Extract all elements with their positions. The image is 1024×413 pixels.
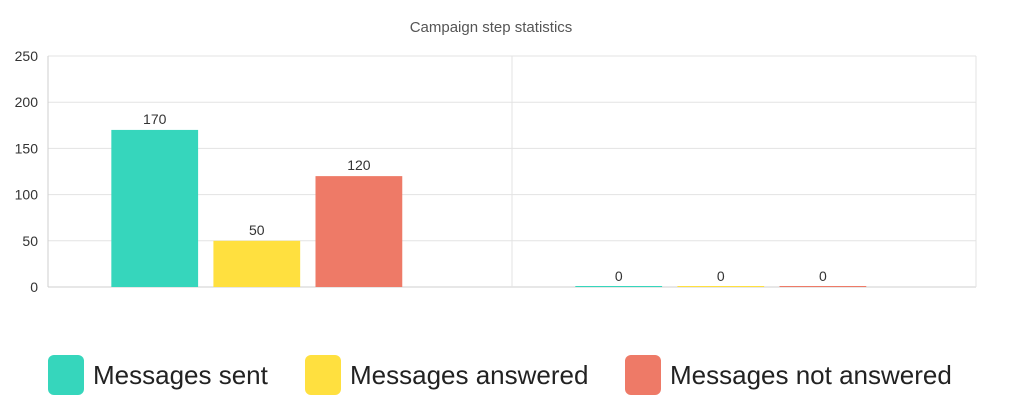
legend-swatch — [305, 355, 341, 395]
legend-label: Messages not answered — [670, 359, 952, 390]
bars — [111, 129, 867, 287]
y-axis: 0 50 100 150 200 250 — [15, 48, 39, 295]
y-tick-label: 250 — [15, 48, 39, 64]
data-label: 0 — [819, 268, 827, 284]
bar-messages-answered — [213, 240, 301, 287]
legend-swatch — [625, 355, 661, 395]
data-label: 120 — [347, 157, 371, 173]
bar-messages-not-answered — [315, 176, 403, 287]
legend: Messages sent Messages answered Messages… — [0, 350, 1024, 400]
legend-item-messages-not-answered[interactable]: Messages not answered — [625, 353, 952, 397]
legend-swatch — [48, 355, 84, 395]
legend-item-messages-sent[interactable]: Messages sent — [48, 353, 268, 397]
y-tick-label: 100 — [15, 187, 39, 203]
bar-messages-sent — [575, 286, 663, 287]
y-tick-label: 200 — [15, 94, 39, 110]
bar-messages-answered — [677, 286, 765, 287]
legend-label: Messages answered — [350, 359, 589, 390]
y-tick-label: 50 — [22, 233, 38, 249]
y-tick-label: 150 — [15, 140, 39, 156]
chart-title: Campaign step statistics — [410, 19, 573, 36]
data-label: 0 — [615, 268, 623, 284]
data-label: 170 — [143, 111, 167, 127]
legend-item-messages-answered[interactable]: Messages answered — [305, 353, 588, 397]
bar-messages-sent — [111, 129, 199, 287]
legend-label: Messages sent — [93, 359, 268, 390]
data-label: 50 — [249, 222, 265, 238]
bar-chart: Campaign step statistics 0 50 100 150 200 250… — [15, 19, 977, 295]
data-label: 0 — [717, 268, 725, 284]
y-tick-label: 0 — [30, 279, 38, 295]
bar-messages-not-answered — [779, 286, 867, 287]
data-labels: 170 50 120 0 0 0 — [143, 111, 827, 284]
